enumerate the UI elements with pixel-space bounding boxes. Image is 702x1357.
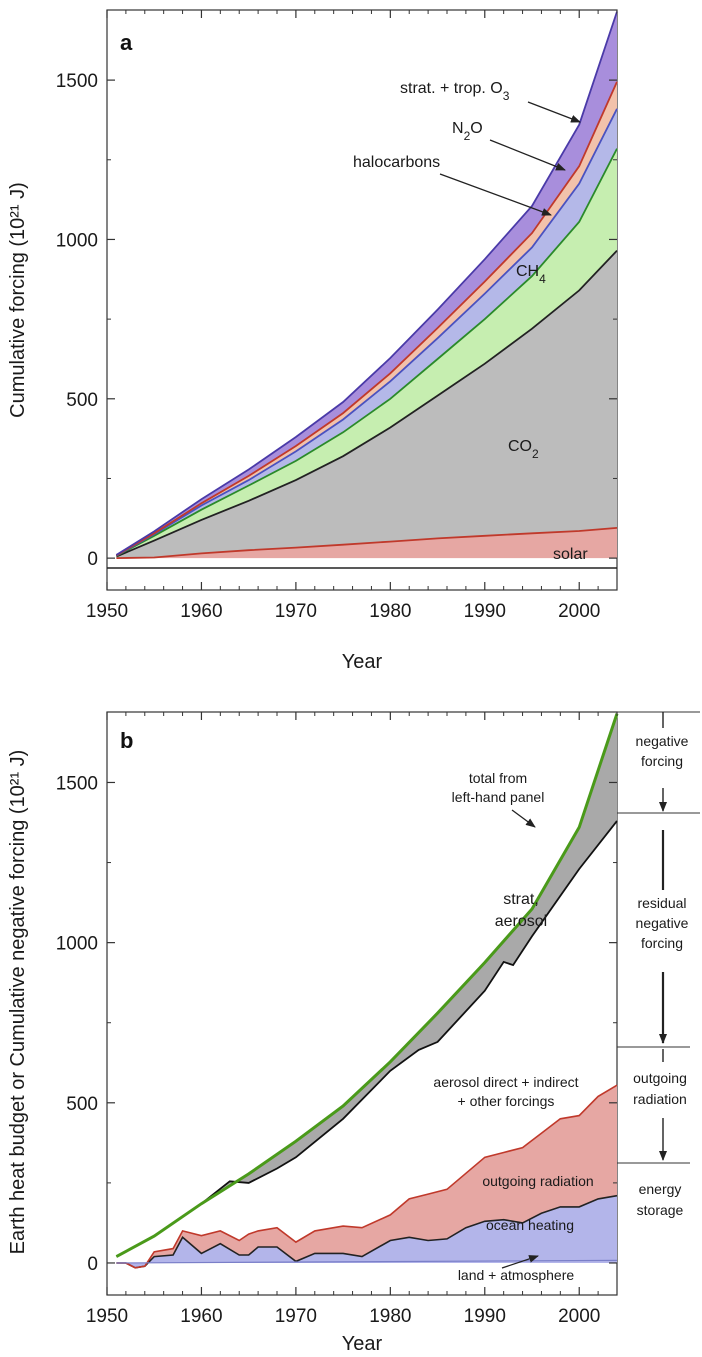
total-arrow <box>511 809 536 828</box>
panel-a-lines <box>115 11 618 559</box>
ocean-heating-label: ocean heating <box>486 1217 574 1233</box>
series-line-0 <box>116 527 618 559</box>
x-tick-label: 1950 <box>86 1306 128 1327</box>
y-tick-label: 0 <box>87 549 98 570</box>
series-line-3 <box>115 108 618 557</box>
strat-aerosol-label-line1: strat, <box>503 891 539 908</box>
panel-a-letter: a <box>120 30 133 55</box>
panel-b: 1950 1960 1970 1980 1990 2000 0 500 1000 1500 b t… <box>7 711 700 1355</box>
series-line-2 <box>115 148 618 557</box>
energy-storage-label-1: energy <box>639 1181 682 1197</box>
x-tick-label: 1970 <box>275 601 317 622</box>
x-tick-label: 1960 <box>180 1306 222 1327</box>
halocarbons-label: halocarbons <box>353 154 440 171</box>
y-tick-label: 500 <box>66 1094 98 1115</box>
area-1 <box>116 250 618 559</box>
ocean-heating-line <box>116 1194 618 1269</box>
y-tick-label: 1500 <box>56 773 98 794</box>
ocean-heating-area <box>116 1195 618 1268</box>
negative-forcing-label-1: negative <box>636 733 689 749</box>
series-line-4 <box>115 81 618 557</box>
panel-a-xlabel: Year <box>342 651 383 673</box>
panel-b-letter: b <box>120 728 133 753</box>
aerosol-direct-label-line2: + other forcings <box>458 1093 555 1109</box>
panel-a-ylabel: Cumulative forcing (10²¹ J) <box>7 182 29 418</box>
aerosol-direct-label-line1: aerosol direct + indirect <box>433 1074 578 1090</box>
panel-a-ticks: 1950 1960 1970 1980 1990 2000 0 500 1000 1500 <box>56 10 618 622</box>
x-tick-label: 1960 <box>180 601 222 622</box>
panel-b-ticks: 1950 1960 1970 1980 1990 2000 0 500 1000 1500 <box>56 712 618 1327</box>
land-arrow <box>501 1255 539 1269</box>
outgoing-radiation-label: outgoing radiation <box>482 1173 593 1189</box>
negative-forcing-label-2: forcing <box>641 753 683 769</box>
panel-b-areas <box>116 713 618 1268</box>
energy-storage-label-2: storage <box>637 1202 684 1218</box>
outgoing-radiation-line <box>116 1084 618 1269</box>
series-line-5 <box>115 11 618 556</box>
y-tick-label: 1000 <box>56 230 98 251</box>
n2o-arrow <box>489 139 566 171</box>
panel-b-xlabel: Year <box>342 1333 383 1355</box>
ch4-label: CH4 <box>516 263 546 286</box>
solar-label: solar <box>553 546 588 563</box>
n2o-label: N2O <box>452 120 483 143</box>
residual-label-2: negative <box>636 915 689 931</box>
strat-aerosol-label-line2: aerosol <box>495 913 547 930</box>
co2-label: CO2 <box>508 438 539 461</box>
outgoing-side-label-1: outgoing <box>633 1070 687 1086</box>
total-line <box>115 713 619 1258</box>
y-tick-label: 1500 <box>56 71 98 92</box>
total-label-line1: total from <box>469 770 527 786</box>
o3-arrow <box>527 101 581 123</box>
panel-a: 1950 1960 1970 1980 1990 2000 0 500 1000 1500 a s… <box>7 9 618 673</box>
outgoing-side-label-2: radiation <box>633 1091 687 1107</box>
x-tick-label: 2000 <box>558 601 600 622</box>
residual-label-1: residual <box>637 895 686 911</box>
series-line-1 <box>116 249 618 558</box>
total-label-line2: left-hand panel <box>452 789 545 805</box>
land-atmosphere-label: land + atmosphere <box>458 1267 575 1283</box>
x-tick-label: 1990 <box>464 1306 506 1327</box>
y-tick-label: 500 <box>66 390 98 411</box>
x-tick-label: 1970 <box>275 1306 317 1327</box>
o3-label: strat. + trop. O3 <box>400 80 510 103</box>
x-tick-label: 1980 <box>369 1306 411 1327</box>
side-bracket: negative forcing residual negative forci… <box>617 711 700 1218</box>
x-tick-label: 2000 <box>558 1306 600 1327</box>
x-tick-label: 1950 <box>86 601 128 622</box>
panel-b-ylabel: Earth heat budget or Cumulative negative… <box>7 750 29 1255</box>
x-tick-label: 1980 <box>369 601 411 622</box>
y-tick-label: 1000 <box>56 934 98 955</box>
aerosol-line <box>115 820 618 1258</box>
outgoing-radiation-area <box>116 1085 618 1268</box>
y-tick-label: 0 <box>87 1254 98 1275</box>
residual-label-3: forcing <box>641 935 683 951</box>
halocarbons-arrow <box>439 173 552 216</box>
x-tick-label: 1990 <box>464 601 506 622</box>
